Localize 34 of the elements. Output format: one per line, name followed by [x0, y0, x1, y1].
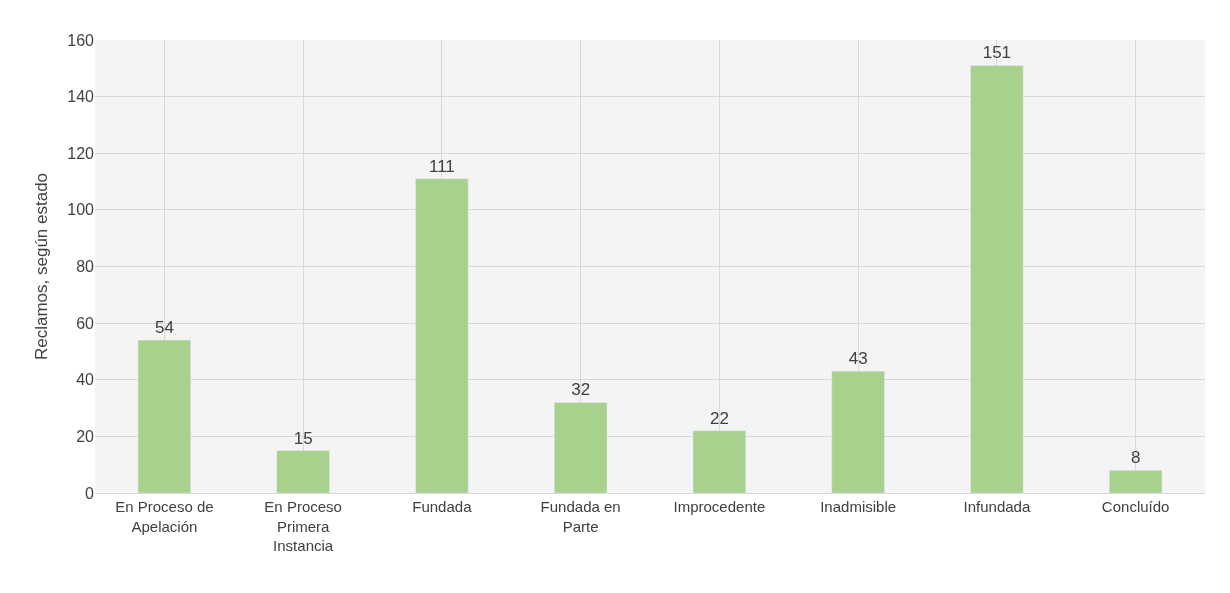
bar	[415, 178, 469, 493]
data-label: 54	[154, 318, 174, 338]
y-tick-label: 0	[85, 484, 95, 502]
y-tick-label: 140	[67, 88, 95, 106]
y-tick-label: 120	[67, 144, 95, 162]
bar	[137, 339, 191, 493]
x-tick-label: En Proceso Primera Instancia	[264, 498, 342, 554]
bar	[831, 371, 885, 493]
data-label: 151	[982, 43, 1012, 63]
y-tick-label: 20	[76, 427, 95, 445]
x-tick-label: Fundada	[412, 498, 473, 515]
x-tick-label: Concluído	[1101, 498, 1170, 515]
data-label: 111	[428, 156, 455, 176]
y-tick-label: 60	[76, 314, 95, 332]
data-label: 22	[709, 408, 729, 428]
y-tick-label: 40	[76, 371, 95, 389]
y-tick-label: 100	[67, 201, 95, 219]
data-label: 15	[293, 428, 313, 448]
y-tick-label: 160	[67, 31, 95, 49]
bar	[276, 450, 330, 493]
data-label: 8	[1130, 448, 1141, 468]
y-tick-label: 80	[76, 258, 95, 276]
x-tick-label: Inadmisible	[820, 498, 897, 515]
bar	[970, 65, 1024, 493]
x-tick-label: En Proceso de Apelación	[115, 498, 214, 535]
bar	[692, 430, 746, 493]
bar	[1109, 470, 1163, 493]
y-axis-title: Reclamos, según estado	[31, 172, 51, 361]
data-label: 32	[571, 380, 591, 400]
bar	[554, 402, 608, 493]
x-tick-label: Infundada	[963, 498, 1031, 515]
x-tick-label: Fundada en Parte	[540, 498, 621, 535]
data-label: 43	[848, 349, 868, 369]
x-tick-label: Improcedente	[673, 498, 766, 515]
